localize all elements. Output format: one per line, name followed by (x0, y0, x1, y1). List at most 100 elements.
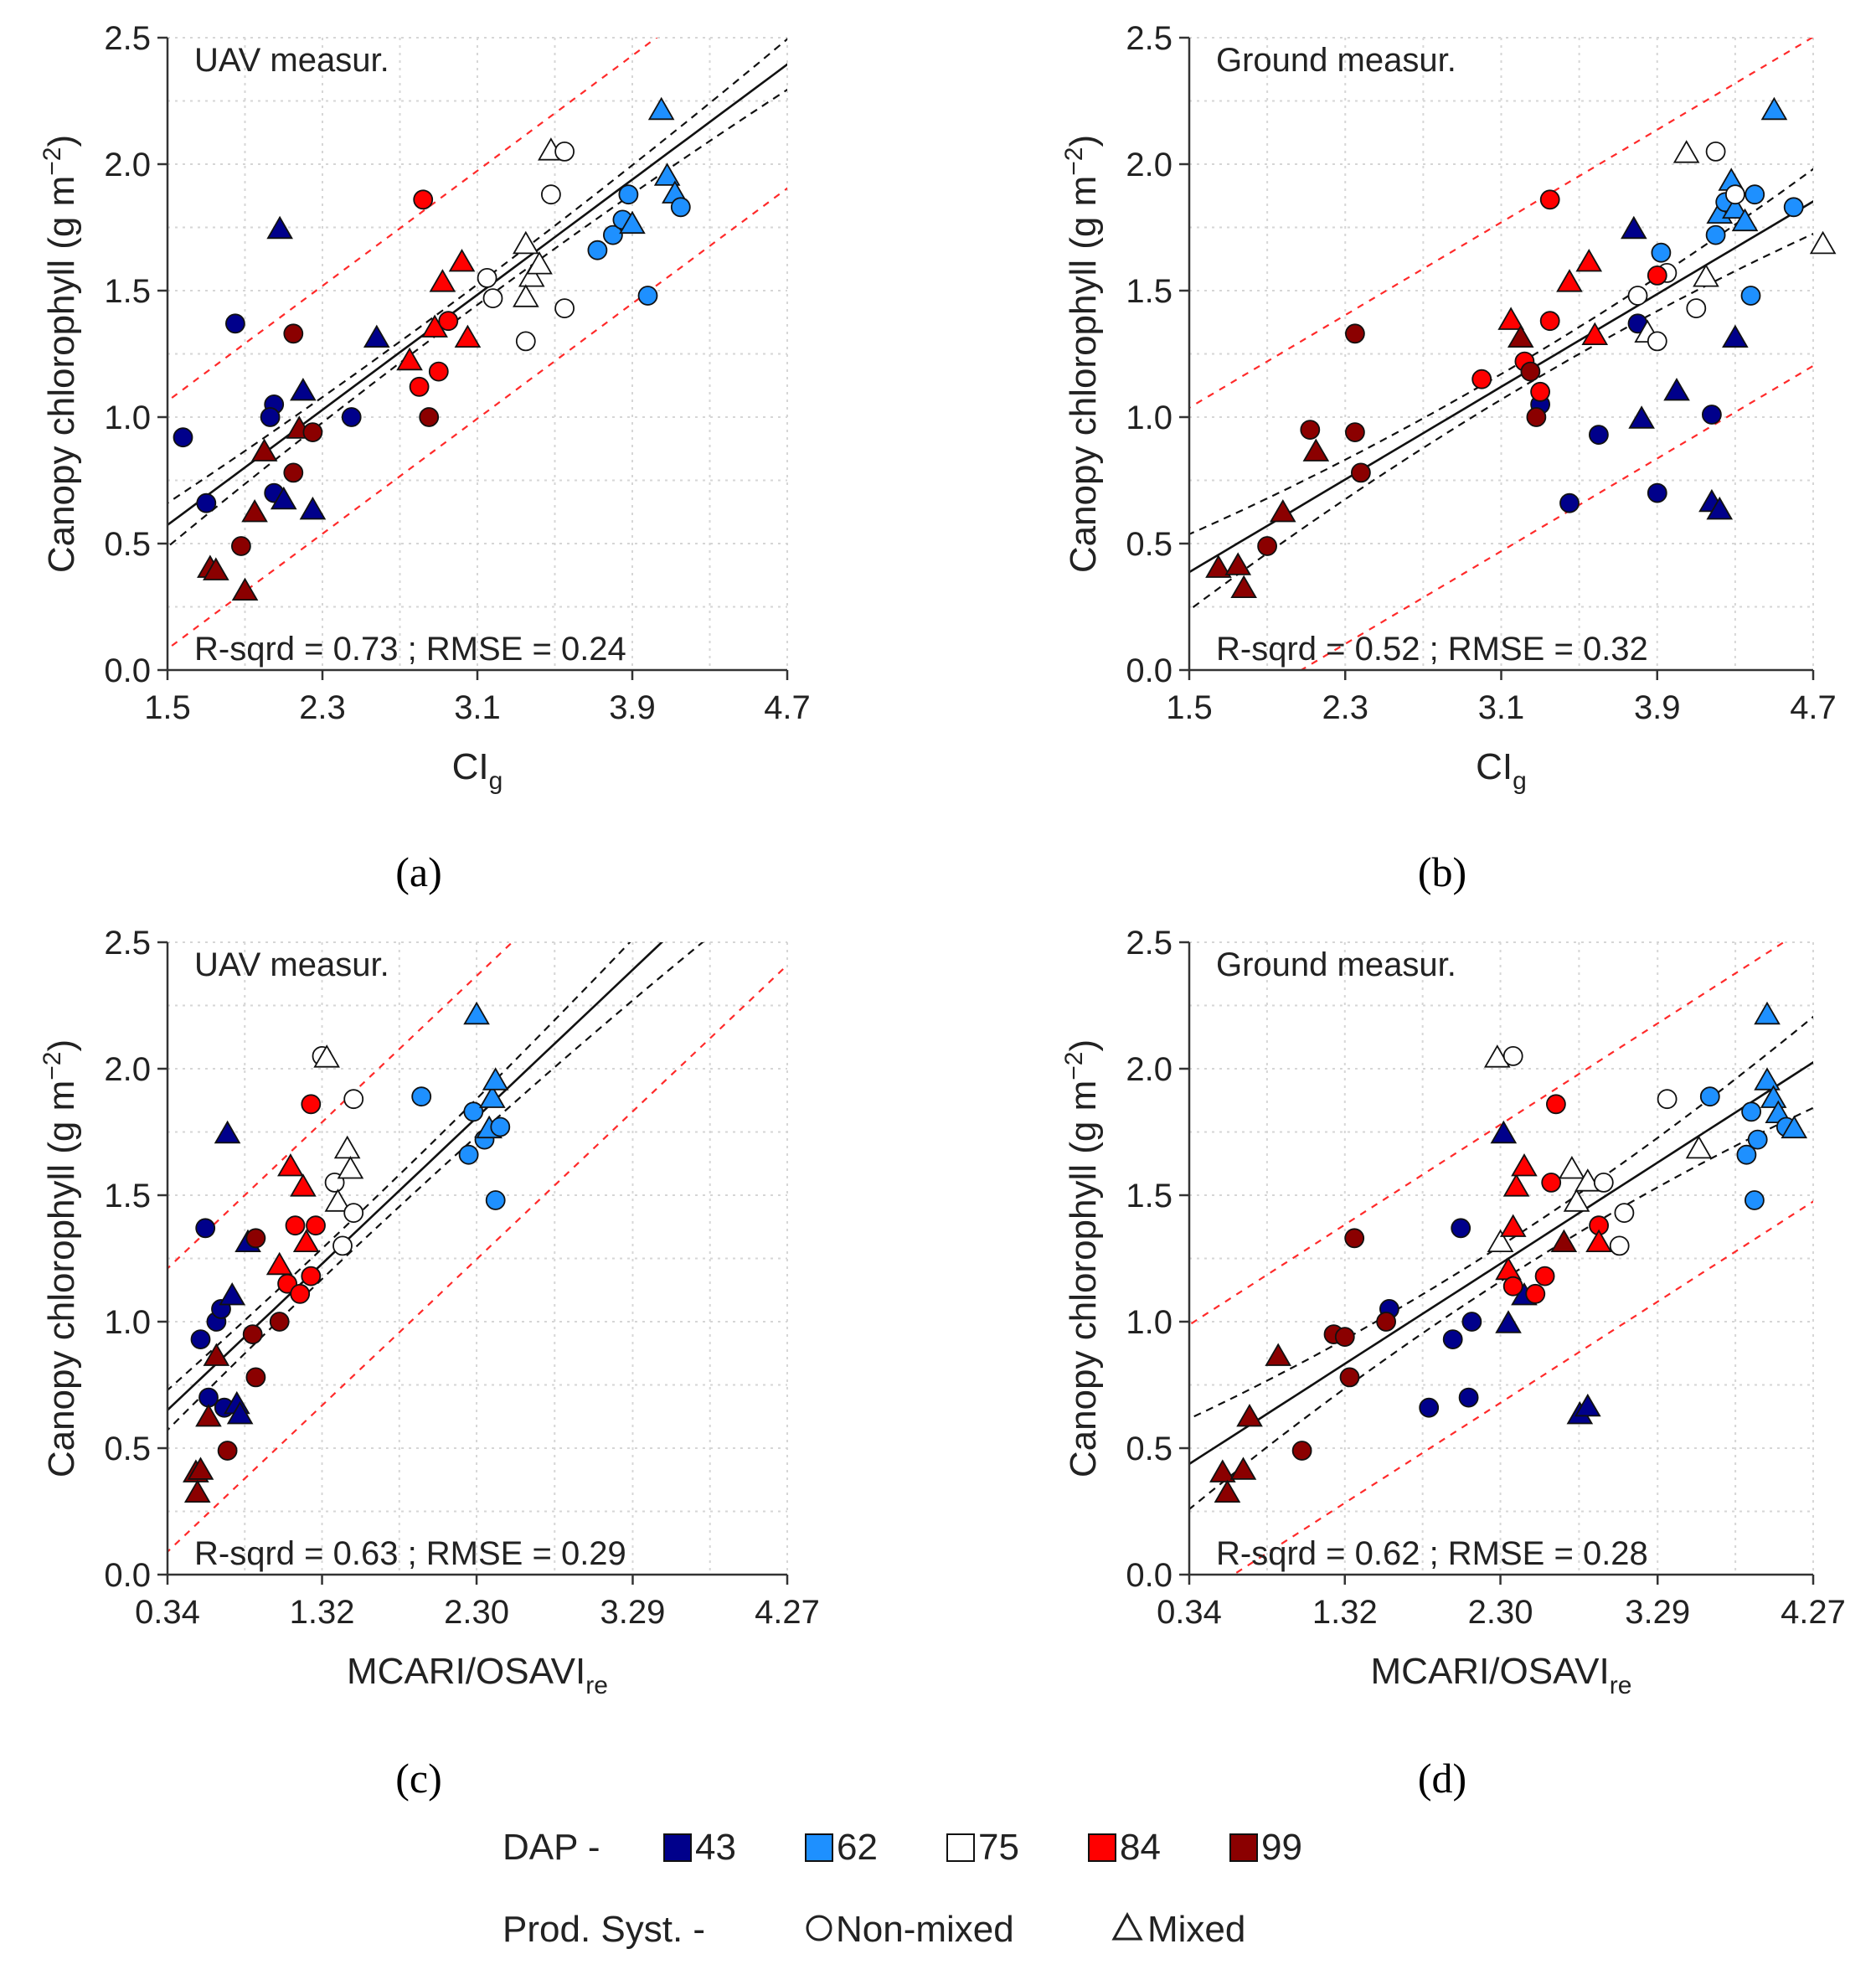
panel-a-point-circle (438, 311, 459, 332)
panel-a-x-tick-label: 4.7 (764, 689, 811, 726)
panel-d-point-triangle (1685, 1135, 1713, 1159)
panel-b-y-tick-label: 1.0 (1126, 400, 1172, 436)
panel-d-point-circle (1741, 1101, 1762, 1122)
panel-d-point-circle (1502, 1276, 1523, 1297)
panel-a-point-triangle (653, 162, 681, 186)
panel-c-y-axis-title: Canopy chlorophyll (g m−2) (39, 1039, 82, 1477)
panel-d-y-tick-label: 0.0 (1126, 1557, 1172, 1594)
panel-d-point-circle (1744, 1190, 1765, 1210)
panel-a-point-circle (196, 492, 217, 513)
panel-d-point-circle (1376, 1312, 1396, 1332)
panel-d-x-tick-label: 1.32 (1312, 1594, 1378, 1631)
panel-b-point-triangle (1205, 554, 1232, 578)
panel-a-point-circle (260, 407, 281, 427)
panel-a-point-circle (541, 184, 561, 205)
panel-b-confidence-upper (1189, 168, 1813, 536)
panel-d-point-circle (1291, 1441, 1312, 1461)
panel-a-point-triangle (299, 496, 327, 520)
panel-a-point-circle (409, 376, 430, 397)
panel-d-x-tick-label: 3.29 (1625, 1594, 1690, 1631)
panel-c-annotation: UAV measur. (194, 946, 389, 983)
panel-d-point-triangle (1585, 1229, 1612, 1252)
panel-c-point-triangle (333, 1135, 361, 1159)
panel-a-point-triangle (290, 377, 317, 401)
panel-b-regression-line (1189, 199, 1813, 574)
panel-b-point-triangle (1663, 377, 1690, 401)
panel-b-point-circle (1257, 536, 1277, 556)
panel-a-point-circle (230, 536, 251, 556)
panel-label-b: (b) (1418, 848, 1466, 895)
panel-d-point-circle (1502, 1046, 1523, 1066)
panel-c-point-triangle (277, 1152, 304, 1177)
panel-d-y-axis-title-sup: −2 (1060, 1051, 1088, 1080)
panel-a-point-triangle (266, 215, 293, 240)
panel-b-point-triangle (1230, 575, 1257, 598)
panel-c-x-axis-title-main: MCARI/OSAVI (347, 1651, 585, 1692)
panel-b-prediction-lower (1299, 364, 1813, 670)
panel-b-point-circle (1745, 184, 1765, 205)
panel-a-point-circle (428, 361, 449, 382)
panel-d-annotation: Ground measur. (1216, 946, 1456, 983)
panel-d-stats: R-sqrd = 0.62 ; RMSE = 0.28 (1216, 1535, 1648, 1572)
panel-c-point-circle (195, 1218, 216, 1239)
panel-d-x-axis-title-sub: re (1610, 1672, 1632, 1699)
panel-c-points (183, 1001, 511, 1503)
legend-swatch-84 (1088, 1833, 1116, 1862)
panel-b-point-circle (1705, 141, 1726, 162)
panel-c: 0.0 0.5 1.0 1.5 2.0 2.5 0.34 1.32 2.30 3.29 4.27 MC… (39, 925, 820, 1699)
panel-d-point-circle (1747, 1129, 1768, 1150)
panel-d-point-circle (1541, 1173, 1562, 1193)
panel-c-point-circle (343, 1089, 364, 1110)
panel-a-y-tick-label: 1.5 (104, 273, 151, 310)
panel-b-point-circle (1471, 369, 1492, 389)
panel-a-point-circle (637, 286, 658, 306)
panel-c-y-tick-label: 0.0 (104, 1557, 151, 1594)
panel-b-point-triangle (1628, 405, 1655, 429)
panel-d-y-tick-label: 2.5 (1126, 925, 1172, 962)
panel-a-point-circle (587, 240, 608, 260)
panel-a-prediction-lower (168, 187, 787, 651)
panel-d-point-circle (1451, 1218, 1471, 1239)
panel-d-x-tick-label: 2.30 (1468, 1594, 1533, 1631)
panel-c-point-triangle (337, 1155, 364, 1179)
panel-d-point-circle (1614, 1203, 1635, 1223)
legend-prod-mixed: Mixed (1147, 1909, 1245, 1950)
panel-a-point-circle (341, 407, 362, 427)
panel-b-fit-lines (1189, 38, 1813, 670)
panel-c-point-triangle (479, 1085, 506, 1108)
legend-dap-43: 43 (695, 1827, 736, 1868)
panel-a-y-axis-title: Canopy chlorophyll (g m−2) (39, 135, 82, 573)
panel-c-point-triangle (183, 1479, 211, 1503)
panel-d-point-triangle (1490, 1120, 1518, 1144)
legend-triangle-icon (1111, 1911, 1143, 1941)
panel-a-y-tick-label: 2.5 (104, 20, 151, 57)
panel-d-point-triangle (1754, 1001, 1781, 1025)
panel-b-point-circle (1686, 298, 1707, 319)
panel-c-x-tick-label: 1.32 (290, 1594, 355, 1631)
panel-d-y-tick-label: 0.5 (1126, 1431, 1172, 1467)
panel-b-point-circle (1705, 224, 1726, 245)
panel-d-point-circle (1736, 1144, 1757, 1165)
panel-b-x-axis-title: CIg (1476, 746, 1527, 795)
panel-d-point-circle (1344, 1228, 1365, 1249)
panel-a-confidence-upper (168, 38, 787, 504)
panel-a-point-triangle (647, 96, 675, 121)
panel-b-point-circle (1589, 425, 1609, 445)
panel-d-point-circle (1593, 1173, 1614, 1193)
panel-d-point-triangle (1236, 1403, 1263, 1427)
panel-b-point-circle (1647, 265, 1667, 286)
panel-d-point-triangle (1550, 1229, 1578, 1252)
panel-b-point-circle (1345, 323, 1365, 344)
panel-d-point-triangle (1495, 1310, 1522, 1333)
panel-labels: (a) (b) (c) (d) (395, 848, 1466, 1802)
panel-a-point-circle (302, 422, 323, 442)
panel-a-point-circle (477, 267, 497, 288)
panel-a-point-circle (482, 288, 503, 309)
panel-b-x-axis-title-main: CI (1476, 746, 1513, 787)
panel-a-point-triangle (429, 269, 456, 292)
panel-a-y-tick-label: 0.5 (104, 526, 151, 563)
panel-c-point-triangle (203, 1343, 230, 1366)
panel-c-point-circle (290, 1283, 311, 1304)
panel-d-prediction-lower (1231, 1200, 1813, 1575)
panel-b-point-triangle (1722, 324, 1749, 348)
